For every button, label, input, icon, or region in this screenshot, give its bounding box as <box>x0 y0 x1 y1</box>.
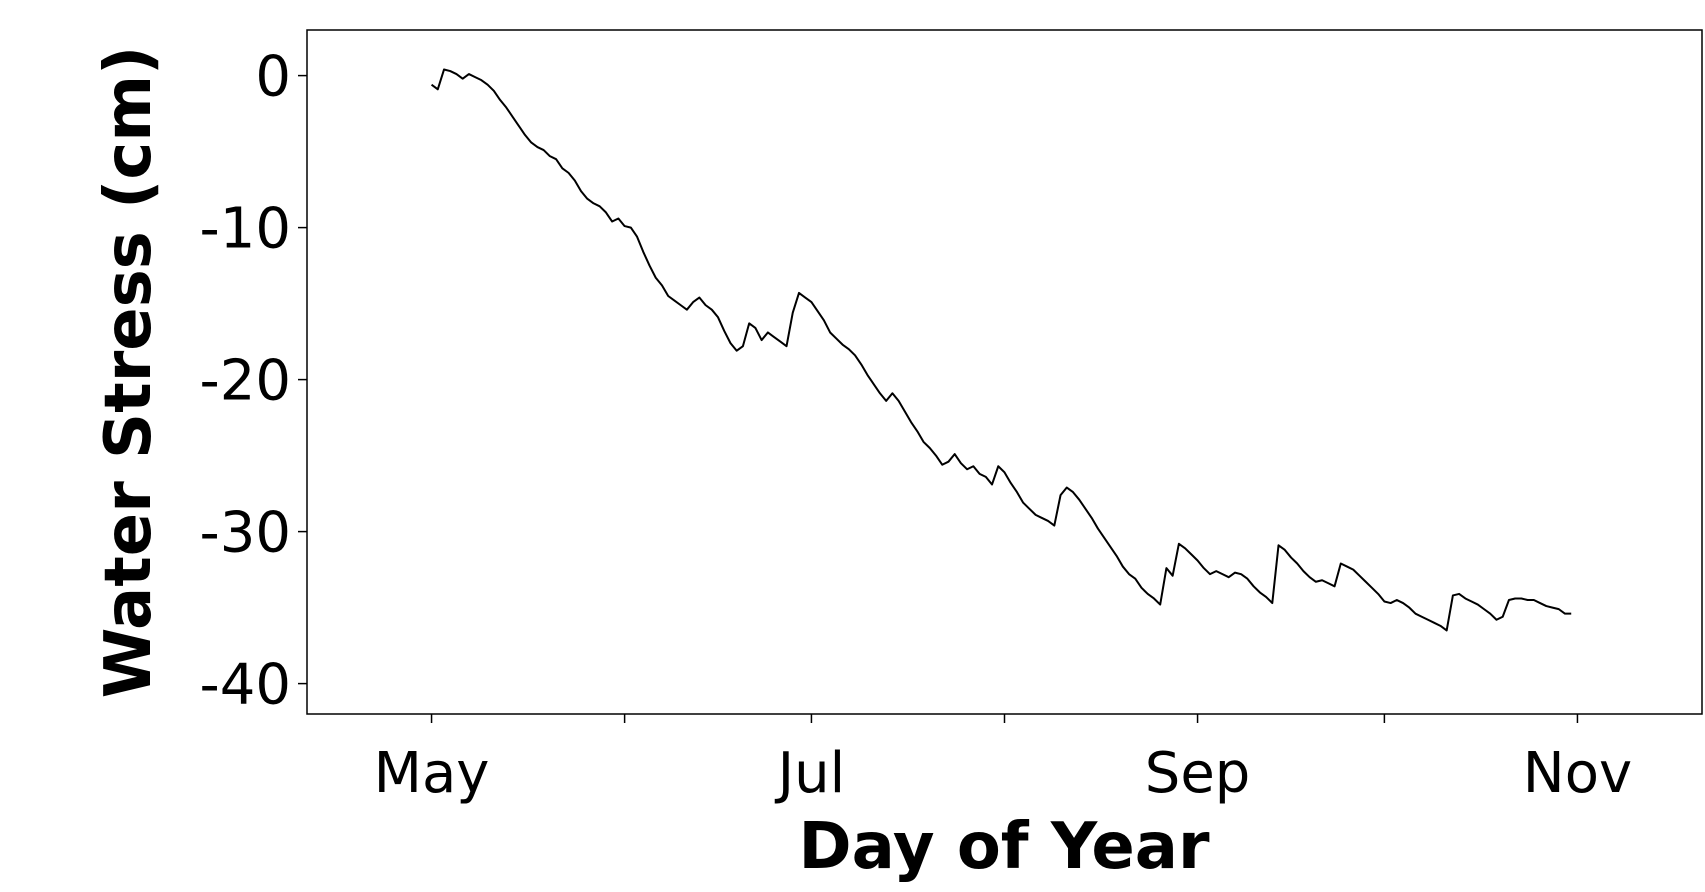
y-tick-label: -20 <box>200 349 291 414</box>
x-tick-label: Jul <box>775 741 846 806</box>
y-tick-label: -30 <box>200 501 291 566</box>
data-line <box>430 68 1572 632</box>
x-axis-title: Day of Year <box>798 810 1210 884</box>
y-tick-label: -10 <box>200 197 291 262</box>
y-axis-title: Water Stress (cm) <box>92 46 166 699</box>
x-tick-label: May <box>374 741 490 806</box>
y-tick-label: -40 <box>200 653 291 718</box>
plot-frame <box>306 29 1703 715</box>
x-tick-label: Sep <box>1145 741 1251 806</box>
x-tick-label: Nov <box>1523 741 1632 806</box>
y-tick-label: 0 <box>255 45 291 110</box>
